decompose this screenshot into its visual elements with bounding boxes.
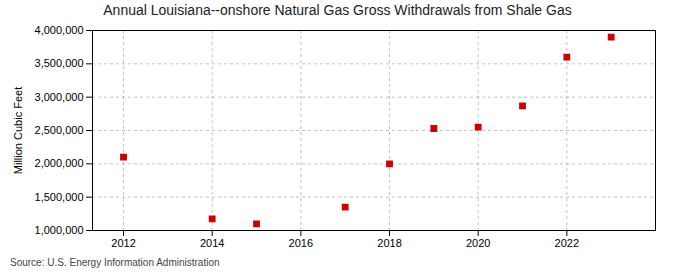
svg-text:2020: 2020 (466, 237, 490, 249)
svg-text:2,500,000: 2,500,000 (35, 124, 84, 136)
html-text:Source: U.S. Energy Informatio: Source: U.S. Energy Information Administ… (10, 257, 220, 268)
svg-text:1,500,000: 1,500,000 (35, 191, 84, 203)
svg-text:4,000,000: 4,000,000 (35, 24, 84, 36)
svg-text:2018: 2018 (377, 237, 401, 249)
svg-text:3,000,000: 3,000,000 (35, 91, 84, 103)
svg-text:2014: 2014 (200, 237, 224, 249)
svg-text:2016: 2016 (289, 237, 313, 249)
svg-text:1,000,000: 1,000,000 (35, 224, 84, 236)
svg-text:2,000,000: 2,000,000 (35, 157, 84, 169)
svg-text:2012: 2012 (111, 237, 135, 249)
svg-text:Million Cubic Feet: Million Cubic Feet (12, 87, 24, 174)
svg-text:2022: 2022 (555, 237, 579, 249)
html-text:Annual Louisiana--onshore Natu: Annual Louisiana--onshore Natural Gas Gr… (103, 2, 572, 18)
svg-text:3,500,000: 3,500,000 (35, 57, 84, 69)
